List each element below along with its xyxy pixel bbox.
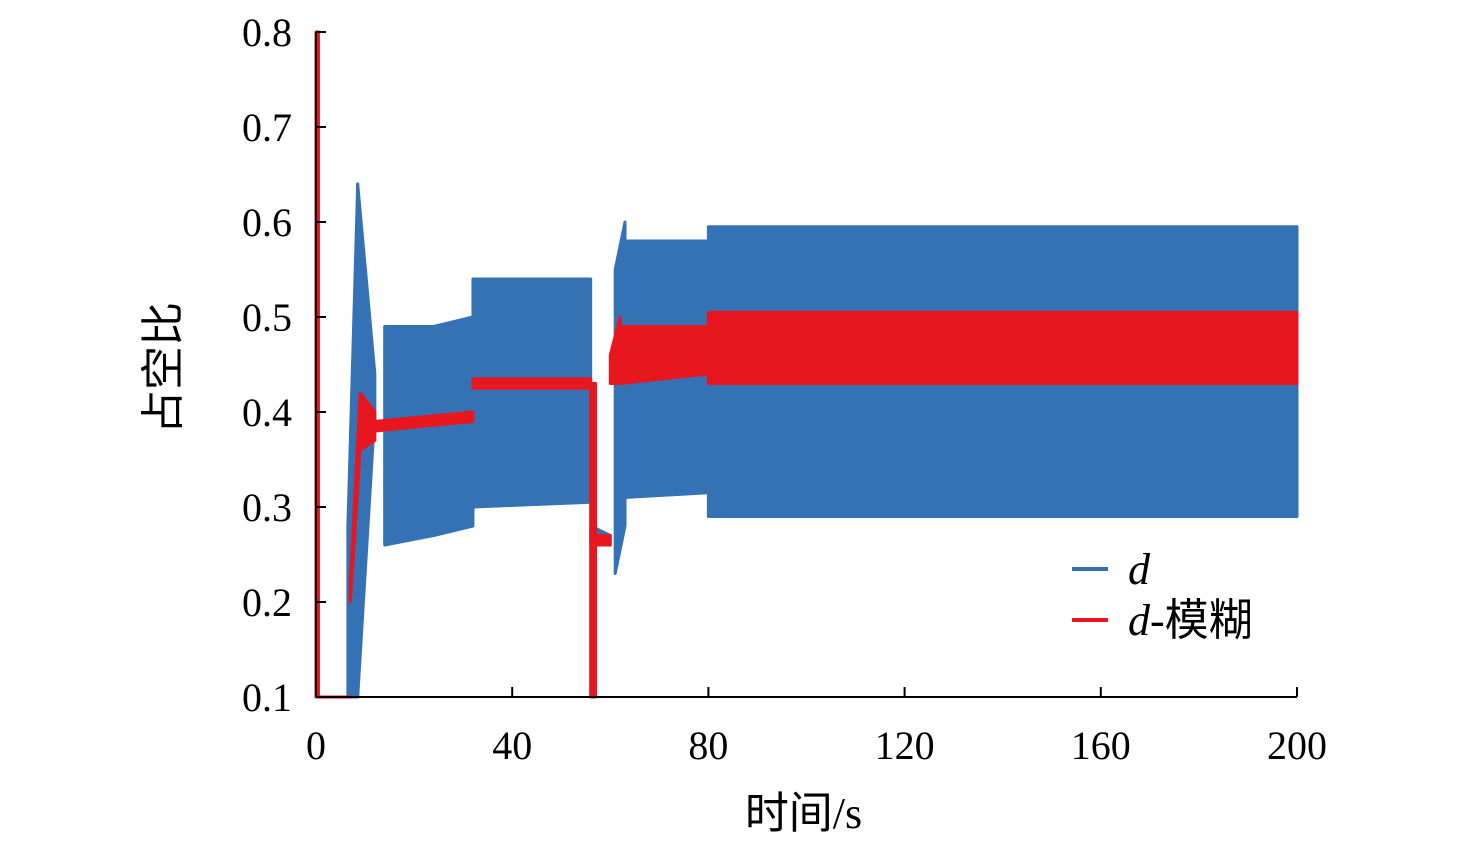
series-band-0-7: [613, 220, 627, 575]
axes: 0 40 80 120 160 200 0.1 0.2 0.3 0.4 0.5 0.6 0.7 0.8: [242, 10, 1327, 768]
y-tick-label: 0.5: [242, 295, 292, 340]
y-tick-label: 0.2: [242, 580, 292, 625]
series-band-1-3: [358, 391, 377, 452]
series-band-0-3: [383, 325, 436, 547]
series-band-1-10: [706, 310, 1299, 385]
y-axis-title: 占空比: [139, 302, 188, 434]
series-band-1-4: [373, 410, 475, 433]
x-tick-label: 40: [492, 723, 532, 768]
legend-label-suffix: -模糊: [1150, 596, 1253, 645]
legend: dd-模糊: [1072, 545, 1253, 645]
y-tick-label: 0.6: [242, 200, 292, 245]
y-tick-label: 0.1: [242, 675, 292, 720]
series-band-1-7: [594, 534, 612, 547]
legend-label-symbol: d: [1128, 596, 1151, 645]
plot-area: [314, 30, 1299, 699]
series-band-0-5: [471, 277, 593, 509]
legend-label-symbol: d: [1128, 545, 1151, 594]
series-band-1-9: [618, 325, 710, 385]
x-tick-label: 160: [1071, 723, 1131, 768]
y-ticks: 0.1 0.2 0.3 0.4 0.5 0.6 0.7 0.8: [242, 10, 326, 720]
y-tick-label: 0.8: [242, 10, 292, 55]
x-ticks: 0 40 80 120 160 200: [306, 687, 1327, 768]
x-tick-label: 0: [306, 723, 326, 768]
x-tick-label: 120: [875, 723, 935, 768]
y-tick-label: 0.4: [242, 390, 292, 435]
y-tick-label: 0.7: [242, 105, 292, 150]
legend-label: d: [1128, 545, 1151, 594]
x-tick-label: 200: [1267, 723, 1327, 768]
y-tick-label: 0.3: [242, 485, 292, 530]
x-tick-label: 80: [688, 723, 728, 768]
x-axis-title: 时间/s: [745, 789, 862, 838]
series-band-0-4: [432, 315, 475, 537]
legend-label: d-模糊: [1128, 596, 1253, 645]
series-band-1-5: [471, 377, 593, 390]
